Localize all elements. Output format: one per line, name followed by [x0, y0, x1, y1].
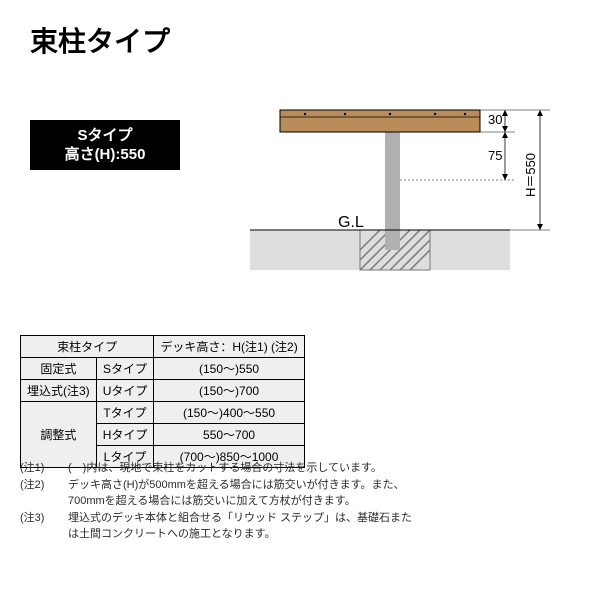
deck-beam: [280, 110, 480, 132]
note-row: (注3) 埋込式のデッキ本体と組合せる「リウッド ステップ」は、基礎石または土間…: [20, 510, 420, 543]
arrowhead-icon: [537, 110, 543, 116]
bolt-icon: [464, 113, 466, 115]
dim-75: 75: [488, 148, 502, 163]
arrowhead-icon: [502, 110, 508, 116]
cell-type: Uタイプ: [96, 380, 154, 402]
table-row: 調整式 Tタイプ (150～)400～550: [21, 402, 305, 424]
dim-30: 30: [488, 112, 502, 127]
bolt-icon: [434, 113, 436, 115]
badge-line2: 高さ(H):550: [65, 145, 146, 165]
page-title: 束柱タイプ: [30, 20, 170, 60]
table-header-row: 束柱タイプ デッキ高さ：H(注1) (注2): [21, 336, 305, 358]
arrowhead-icon: [537, 224, 543, 230]
note-text: デッキ高さ(H)が500mmを超える場合には筋交いが付きます。また、700mmを…: [68, 477, 420, 510]
cell-group: 埋込式(注3): [21, 380, 97, 402]
note-row: (注2) デッキ高さ(H)が500mmを超える場合には筋交いが付きます。また、7…: [20, 477, 420, 510]
table-row: 固定式 Sタイプ (150～)550: [21, 358, 305, 380]
cell-h: (150～)550: [154, 358, 304, 380]
bolt-icon: [389, 113, 391, 115]
cross-section-diagram: G.L 30 75 H＝550: [250, 80, 570, 280]
post: [385, 130, 400, 250]
arrowhead-icon: [502, 174, 508, 180]
note-text: ( )内は、現地で束柱をカットする場合の寸法を示しています。: [68, 460, 420, 477]
note-label: (注2): [20, 477, 68, 510]
cell-group: 固定式: [21, 358, 97, 380]
cell-h: (150～)700: [154, 380, 304, 402]
arrowhead-icon: [502, 132, 508, 138]
th-height-note: (注2): [271, 340, 298, 354]
gl-label: G.L: [338, 214, 364, 231]
notes-block: (注1) ( )内は、現地で束柱をカットする場合の寸法を示しています。 (注2)…: [20, 460, 420, 543]
badge-line1: Sタイプ: [77, 126, 132, 146]
note-label: (注1): [20, 460, 68, 477]
table-row: 埋込式(注3) Uタイプ (150～)700: [21, 380, 305, 402]
cell-type: Tタイプ: [96, 402, 154, 424]
note-text: 埋込式のデッキ本体と組合せる「リウッド ステップ」は、基礎石または土間コンクリー…: [68, 510, 420, 543]
th-height: デッキ高さ：H(注1) (注2): [154, 336, 304, 358]
cell-type: Sタイプ: [96, 358, 154, 380]
arrowhead-icon: [502, 126, 508, 132]
spec-table: 束柱タイプ デッキ高さ：H(注1) (注2) 固定式 Sタイプ (150～)55…: [20, 335, 305, 468]
cell-group: 調整式: [21, 402, 97, 468]
cell-type: Hタイプ: [96, 424, 154, 446]
th-type: 束柱タイプ: [21, 336, 154, 358]
cell-h: (150～)400～550: [154, 402, 304, 424]
bolt-icon: [344, 113, 346, 115]
th-height-label: デッキ高さ：H(注1): [160, 340, 267, 354]
note-label: (注3): [20, 510, 68, 543]
note-row: (注1) ( )内は、現地で束柱をカットする場合の寸法を示しています。: [20, 460, 420, 477]
type-badge: Sタイプ 高さ(H):550: [30, 120, 180, 170]
dim-total: H＝550: [523, 153, 538, 197]
bolt-icon: [304, 113, 306, 115]
cell-h: 550～700: [154, 424, 304, 446]
